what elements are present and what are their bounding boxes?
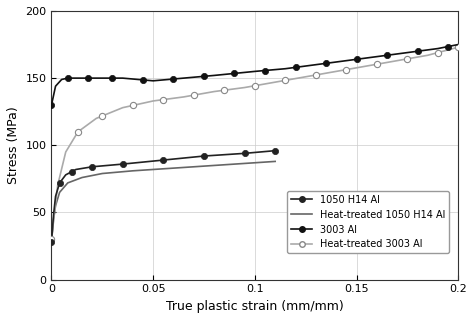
Y-axis label: Stress (MPa): Stress (MPa) [7, 107, 20, 184]
Legend: 1050 H14 Al, Heat-treated 1050 H14 Al, 3003 Al, Heat-treated 3003 Al: 1050 H14 Al, Heat-treated 1050 H14 Al, 3… [287, 191, 449, 253]
X-axis label: True plastic strain (mm/mm): True plastic strain (mm/mm) [166, 300, 344, 313]
